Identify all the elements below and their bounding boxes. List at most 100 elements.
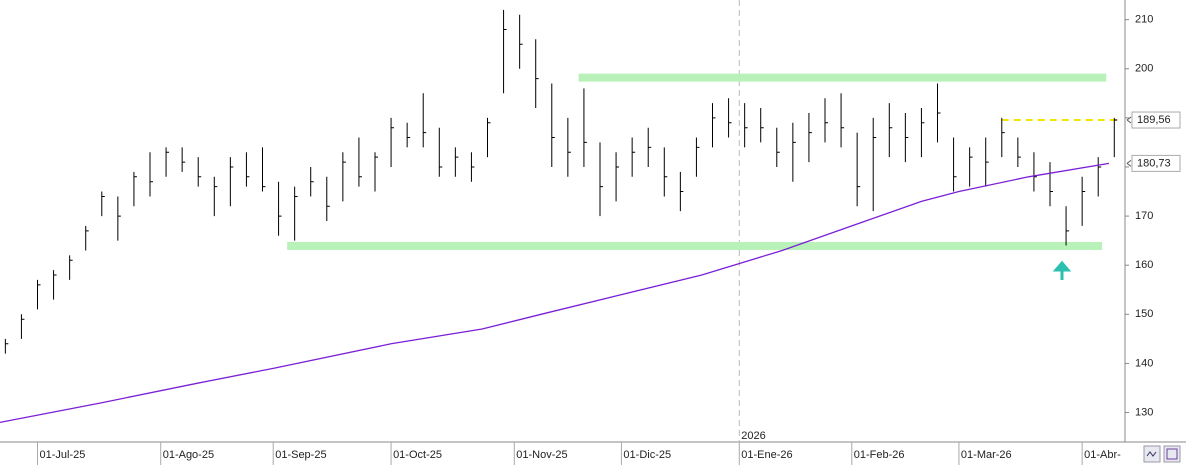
price-bar [937,83,941,143]
price-bar [342,152,346,202]
price-bar [631,137,636,177]
price-bar [920,108,925,158]
price-bar [294,186,298,241]
price-bar [904,112,909,163]
x-tick-label: 01-Sep-25 [275,449,326,461]
price-bar [85,225,89,251]
x-tick-label: 01-Abr- [1084,449,1121,461]
price-bar [470,152,475,182]
price-label-box [1131,154,1181,172]
price-bar [615,152,620,202]
save-icon [1166,448,1178,460]
price-bar [197,157,202,187]
price-bar [503,9,507,94]
save-button[interactable] [1163,445,1181,463]
price-bar [181,147,186,172]
price-bar [599,142,603,217]
price-bar [535,39,539,109]
price-bar [695,137,700,177]
zoom-icon [1146,451,1157,457]
price-bar [101,191,105,217]
y-tick-label: 170 [1135,210,1153,222]
x-tick-label: 01-Jul-25 [40,449,86,461]
price-bar [808,112,812,163]
price-bar [583,88,587,167]
y-tick-label: 200 [1135,63,1153,75]
price-bar [374,152,378,192]
price-bar [1097,157,1102,197]
price-bar [245,152,250,187]
arrow-marker [1052,260,1072,280]
price-bar [888,103,893,158]
y-tick-label: 210 [1135,14,1153,26]
price-bar [262,147,266,192]
price-label: 180,73 [1137,157,1171,169]
price-bar [663,147,668,197]
price-bar [1017,137,1021,167]
price-bar [728,98,732,138]
year-label: 2026 [741,430,765,442]
price-bar [712,103,716,148]
moving-average [0,162,1110,423]
x-tick-label: 01-Oct-25 [393,449,442,461]
price-bar [37,279,41,310]
price-label-pointer [1126,116,1132,124]
price-bar [1049,162,1053,207]
price-bar [117,196,121,241]
price-bar [519,14,523,69]
price-bar [229,157,234,207]
price-label-box [1131,111,1181,129]
price-bar [213,176,218,217]
y-tick-label: 140 [1135,357,1153,369]
x-tick-label: 01-Nov-25 [516,449,567,461]
price-bar [567,117,571,177]
price-bar [1113,117,1118,158]
price-bar [551,83,555,167]
price-bar [1033,152,1037,192]
price-bar [53,270,57,300]
price-bar [840,93,845,148]
x-tick-label: 01-Dic-25 [623,449,671,461]
price-bar [454,147,459,177]
price-bar [4,338,9,354]
price-bar [776,127,780,167]
price-label-pointer [1126,159,1132,167]
price-bar [760,108,764,143]
x-tick-label: 01-Mar-26 [961,449,1012,461]
price-bar [856,132,861,207]
price-bar [985,137,989,187]
price-bar [679,171,684,212]
price-bar [133,171,137,207]
price-bar [165,147,170,177]
price-bar [278,181,282,236]
y-tick-label: 150 [1135,308,1153,320]
price-bar [872,117,877,212]
price-bar [149,152,153,197]
price-bar [358,137,362,187]
x-tick-label: 01-Feb-26 [854,449,905,461]
price-bar [1065,206,1070,246]
price-label: 189,56 [1137,114,1171,126]
price-bar [792,122,796,182]
x-tick-label: 01-Ene-26 [741,449,792,461]
price-bar [326,176,330,221]
price-bar [438,127,443,177]
price-bar [824,98,828,143]
price-bar [647,127,652,167]
price-bar [406,122,411,148]
price-bar [969,147,973,187]
x-tick-label: 01-Ago-25 [163,449,214,461]
y-tick-label: 160 [1135,259,1153,271]
price-bar [744,103,748,148]
price-bar [390,117,395,167]
price-bar [69,255,73,280]
price-bar [422,93,427,148]
price-bar [1001,117,1005,158]
price-bar [20,314,25,339]
price-bar [1081,176,1086,226]
price-bar [953,137,957,192]
price-bar [487,117,491,158]
y-tick-label: 130 [1135,406,1153,418]
